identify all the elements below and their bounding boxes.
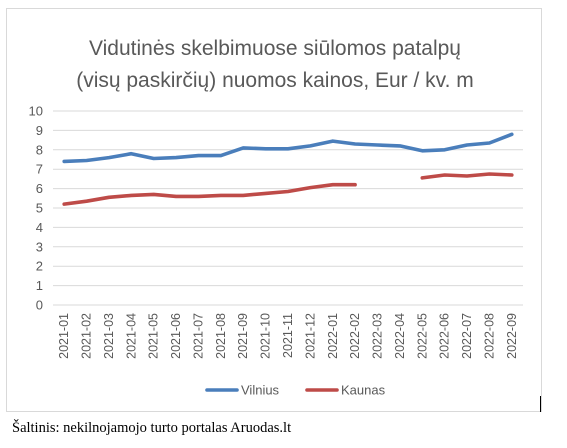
x-tick-label-2022-05: 2022-05: [415, 313, 429, 359]
legend-label-vilnius: Vilnius: [241, 383, 280, 398]
line-chart: Vidutinės skelbimuose siūlomos patalpų (…: [29, 37, 523, 398]
y-tick-label-9: 9: [36, 123, 43, 138]
x-tick-label-2021-05: 2021-05: [147, 313, 161, 359]
x-tick-label-2022-01: 2022-01: [326, 313, 340, 359]
y-tick-label-4: 4: [36, 220, 43, 235]
x-tick-label-2022-08: 2022-08: [482, 313, 496, 359]
x-tick-label-2021-06: 2021-06: [169, 313, 183, 359]
y-tick-label-3: 3: [36, 239, 43, 254]
y-tick-label-5: 5: [36, 201, 43, 216]
chart-frame: Vidutinės skelbimuose siūlomos patalpų (…: [6, 8, 542, 412]
x-tick-label-2021-11: 2021-11: [281, 313, 295, 358]
source-note: Šaltinis: nekilnojamojo turto portalas A…: [12, 420, 292, 436]
x-tick-label-2021-01: 2021-01: [57, 313, 71, 359]
y-tick-label-0: 0: [36, 298, 43, 313]
y-tick-label-1: 1: [36, 278, 43, 293]
legend: Vilnius Kaunas: [205, 383, 386, 398]
chart-title-line-1: Vidutinės skelbimuose siūlomos patalpų: [89, 37, 461, 60]
x-tick-label-2022-09: 2022-09: [505, 313, 519, 359]
y-tick-label-8: 8: [36, 142, 43, 157]
y-tick-label-10: 10: [29, 104, 43, 119]
gridlines: [53, 110, 523, 306]
x-tick-label-2022-07: 2022-07: [460, 313, 474, 359]
x-tick-label-2021-08: 2021-08: [214, 313, 228, 359]
x-tick-label-2021-12: 2021-12: [303, 313, 317, 359]
legend-label-kaunas: Kaunas: [341, 383, 386, 398]
x-tick-label-2021-09: 2021-09: [236, 313, 250, 359]
y-tick-label-7: 7: [36, 162, 43, 177]
x-tick-label-2021-04: 2021-04: [124, 313, 138, 359]
series-lines: [62, 132, 514, 206]
series-line-kaunas-segment-1: [62, 182, 357, 206]
x-tick-label-2022-03: 2022-03: [371, 313, 385, 359]
x-tick-label-2022-04: 2022-04: [393, 313, 407, 359]
x-tick-label-2021-02: 2021-02: [80, 313, 94, 359]
x-tick-label-2022-02: 2022-02: [348, 313, 362, 359]
chart-title-line-2: (visų paskirčių) nuomos kainos, Eur / kv…: [76, 69, 474, 92]
x-tick-label-2021-07: 2021-07: [191, 313, 205, 359]
x-tick-label-2021-10: 2021-10: [259, 313, 273, 359]
x-tick-label-2022-06: 2022-06: [438, 313, 452, 359]
y-axis-ticks: 0 1 2 3 4 5 6 7 8 9 10: [29, 104, 43, 313]
x-tick-label-2021-03: 2021-03: [102, 313, 116, 359]
text-cursor: [540, 396, 541, 412]
y-tick-label-2: 2: [36, 259, 43, 274]
series-line-kaunas-segment-2: [420, 172, 514, 180]
x-axis-ticks: 2021-01 2021-02 2021-03 2021-04 2021-05 2021-…: [57, 313, 519, 359]
y-tick-label-6: 6: [36, 181, 43, 196]
series-line-vilnius-segment-1: [62, 132, 514, 164]
